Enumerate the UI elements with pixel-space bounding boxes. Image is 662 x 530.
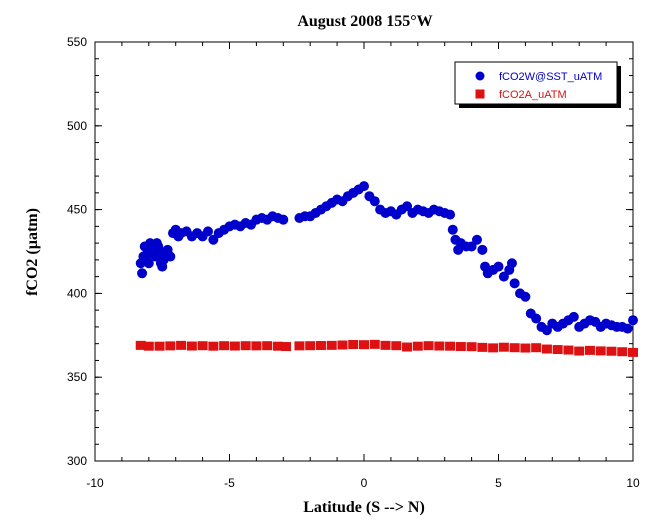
data-point-square (563, 345, 574, 355)
plot-area (94, 41, 634, 462)
data-point-square (272, 341, 283, 351)
data-point-square (305, 341, 316, 351)
y-tick-label: 350 (67, 370, 87, 384)
data-point-circle (202, 226, 213, 237)
data-point-circle (509, 278, 520, 289)
x-tick-label: 5 (495, 476, 502, 490)
data-point-square (455, 342, 466, 352)
chart-title: August 2008 155°W (297, 13, 432, 30)
data-point-square (541, 344, 552, 354)
data-point-square (412, 341, 423, 351)
data-point-circle (541, 325, 552, 336)
data-point-square (186, 341, 197, 351)
data-point-circle (477, 244, 488, 255)
data-point-square (154, 341, 165, 351)
legend: fCO2W@SST_uATM fCO2A_uATM (454, 61, 621, 108)
data-point-square (445, 341, 456, 351)
y-tick-label: 400 (67, 286, 87, 300)
series-0 (135, 181, 638, 336)
data-point-circle (369, 196, 380, 207)
data-point-square (280, 342, 291, 352)
x-tick-label: 10 (626, 476, 640, 490)
data-point-square (251, 341, 262, 351)
data-point-square (315, 341, 326, 351)
data-point-square (628, 347, 638, 357)
data-point-circle (359, 181, 369, 192)
data-point-square (509, 343, 520, 353)
data-point-square (219, 341, 230, 351)
data-point-circle (165, 251, 176, 262)
data-point-circle (568, 311, 579, 322)
data-point-square (520, 343, 531, 353)
data-point-square (176, 340, 187, 350)
y-axis-label: fCO2 (µatm) (24, 208, 41, 296)
y-tick-label: 500 (67, 119, 87, 133)
data-point-square (240, 341, 251, 351)
data-point-square (359, 340, 369, 350)
data-point-circle (520, 291, 531, 302)
data-point-square (488, 343, 499, 353)
data-point-circle (402, 201, 413, 212)
data-point-circle (143, 258, 154, 269)
data-point-square (326, 340, 337, 350)
data-point-square (423, 341, 434, 351)
x-tick-labels: -10 -5 0 5 10 (86, 476, 640, 490)
data-point-circle (531, 313, 542, 324)
data-point-square (477, 342, 488, 352)
x-tick-label: 0 (361, 476, 368, 490)
data-point-square (380, 340, 391, 350)
data-point-square (348, 340, 359, 350)
data-point-square (617, 347, 628, 357)
data-points (135, 181, 638, 357)
data-point-circle (447, 224, 458, 235)
y-tick-label: 450 (67, 203, 87, 217)
data-point-circle (498, 271, 509, 282)
data-point-circle (466, 241, 477, 252)
legend-label-fco2a: fCO2A_uATM (499, 89, 567, 101)
data-point-circle (208, 234, 219, 245)
x-tick-label: -5 (224, 476, 235, 490)
y-tick-label: 550 (67, 35, 87, 49)
data-point-square (229, 341, 240, 351)
data-point-square (294, 341, 305, 351)
data-point-square (606, 346, 617, 356)
data-point-square (391, 341, 402, 351)
legend-marker-fco2a (475, 89, 485, 99)
y-tick-labels: 300 350 400 450 500 550 (67, 35, 87, 468)
data-point-circle (137, 268, 148, 279)
data-point-square (197, 341, 208, 351)
data-point-circle (445, 209, 456, 220)
y-tick-label: 300 (67, 454, 87, 468)
data-point-circle (506, 258, 517, 269)
data-point-square (337, 340, 348, 350)
data-point-square (498, 342, 509, 352)
legend-label-fco2w: fCO2W@SST_uATM (499, 71, 602, 83)
data-point-square (574, 346, 585, 356)
data-point-circle (278, 214, 289, 225)
x-axis-label: Latitude (S --> N) (303, 499, 425, 516)
data-point-square (466, 342, 477, 352)
data-point-square (135, 340, 146, 350)
data-point-square (552, 345, 563, 355)
data-point-circle (471, 234, 482, 245)
data-point-circle (628, 315, 638, 326)
legend-marker-fco2w (475, 71, 485, 81)
data-point-circle (622, 323, 633, 334)
data-point-square (584, 345, 595, 355)
data-point-square (165, 341, 176, 351)
x-tick-label: -10 (86, 476, 104, 490)
data-point-square (434, 341, 445, 351)
data-point-square (369, 339, 380, 349)
series-1 (135, 339, 638, 357)
data-point-square (208, 341, 219, 351)
data-point-square (262, 341, 273, 351)
data-point-square (595, 346, 606, 356)
data-point-circle (493, 261, 504, 272)
data-point-square (143, 341, 154, 351)
data-point-square (531, 343, 542, 353)
axis-ticks (94, 41, 634, 462)
data-point-square (402, 342, 413, 352)
